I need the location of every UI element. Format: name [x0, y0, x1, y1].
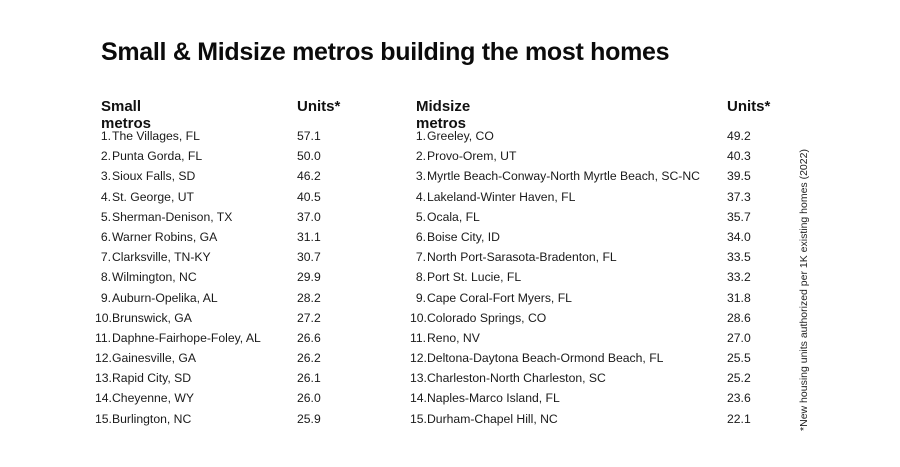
- row-metro-name: Sherman-Denison, TX: [112, 209, 233, 224]
- row-rank: 8.: [100, 270, 111, 285]
- row-units-value: 50.0: [297, 149, 321, 164]
- row-rank: 3.: [415, 169, 426, 184]
- row-rank: 7.: [100, 250, 111, 265]
- row-rank: 2.: [100, 149, 111, 164]
- row-metro-name: Gainesville, GA: [112, 351, 196, 366]
- row-units-value: 37.3: [727, 189, 751, 204]
- row-rank: 2.: [415, 149, 426, 164]
- row-metro-name: Punta Gorda, FL: [112, 149, 203, 164]
- row-units-value: 46.2: [297, 169, 321, 184]
- row-units-value: 25.5: [727, 351, 751, 366]
- row-metro-name: Naples-Marco Island, FL: [427, 391, 560, 406]
- row-rank: 9.: [415, 290, 426, 305]
- row-rank: 10.: [95, 310, 112, 325]
- row-rank: 13.: [410, 371, 427, 386]
- row-units-value: 31.1: [297, 229, 321, 244]
- row-units-value: 40.5: [297, 189, 321, 204]
- row-units-value: 22.1: [727, 411, 751, 426]
- row-units-value: 23.6: [727, 391, 751, 406]
- row-units-value: 33.2: [727, 270, 751, 285]
- row-rank: 4.: [100, 189, 111, 204]
- row-units-value: 26.1: [297, 371, 321, 386]
- row-rank: 1.: [415, 129, 426, 143]
- row-rank: 12.: [95, 351, 112, 366]
- row-rank: 4.: [415, 189, 426, 204]
- row-units-value: 27.2: [297, 310, 321, 325]
- footnote: *New housing units authorized per 1K exi…: [798, 149, 810, 431]
- row-rank: 5.: [415, 209, 426, 224]
- row-units-value: 35.7: [727, 209, 751, 224]
- row-rank: 6.: [415, 229, 426, 244]
- row-rank: 6.: [100, 229, 111, 244]
- row-metro-name: Rapid City, SD: [112, 371, 192, 386]
- row-metro-name: Cape Coral-Fort Myers, FL: [427, 290, 572, 305]
- row-metro-name: Port St. Lucie, FL: [427, 270, 522, 285]
- row-units-value: 37.0: [297, 209, 321, 224]
- row-metro-name: Ocala, FL: [427, 209, 480, 224]
- row-metro-name: Provo-Orem, UT: [427, 149, 517, 164]
- row-units-value: 39.5: [727, 169, 751, 184]
- row-units-value: 29.9: [297, 270, 321, 285]
- row-metro-name: Lakeland-Winter Haven, FL: [427, 189, 576, 204]
- row-rank: 11.: [95, 330, 112, 345]
- row-rank: 9.: [100, 290, 111, 305]
- row-units-value: 26.0: [297, 391, 321, 406]
- row-metro-name: St. George, UT: [112, 189, 194, 204]
- midsize-metros-column-header: Midsize metros: [416, 98, 471, 132]
- row-metro-name: The Villages, FL: [112, 129, 200, 143]
- row-metro-name: Deltona-Daytona Beach-Ormond Beach, FL: [427, 351, 664, 366]
- midsize-units-column-header: Units*: [727, 98, 771, 115]
- row-metro-name: Warner Robins, GA: [112, 229, 218, 244]
- row-units-value: 30.7: [297, 250, 321, 265]
- row-units-value: 28.2: [297, 290, 321, 305]
- row-rank: 8.: [415, 270, 426, 285]
- row-metro-name: Wilmington, NC: [112, 270, 197, 285]
- row-rank: 3.: [100, 169, 111, 184]
- row-metro-name: Auburn-Opelika, AL: [112, 290, 218, 305]
- row-units-value: 34.0: [727, 229, 751, 244]
- row-rank: 7.: [415, 250, 426, 265]
- row-rank: 14.: [95, 391, 112, 406]
- row-rank: 1.: [100, 129, 111, 143]
- row-metro-name: Boise City, ID: [427, 229, 500, 244]
- row-rank: 5.: [100, 209, 111, 224]
- row-units-value: 57.1: [297, 129, 321, 143]
- row-rank: 13.: [95, 371, 112, 386]
- row-rank: 10.: [410, 310, 427, 325]
- row-units-value: 25.9: [297, 411, 321, 426]
- row-rank: 12.: [410, 351, 427, 366]
- row-metro-name: Brunswick, GA: [112, 310, 192, 325]
- row-rank: 14.: [410, 391, 427, 406]
- row-units-value: 33.5: [727, 250, 751, 265]
- row-metro-name: Daphne-Fairhope-Foley, AL: [112, 330, 261, 345]
- row-metro-name: Reno, NV: [427, 330, 480, 345]
- row-metro-name: Greeley, CO: [427, 129, 494, 143]
- row-units-value: 26.6: [297, 330, 321, 345]
- row-units-value: 25.2: [727, 371, 751, 386]
- row-metro-name: Charleston-North Charleston, SC: [427, 371, 606, 386]
- row-rank: 11.: [410, 330, 427, 345]
- row-units-value: 49.2: [727, 129, 751, 143]
- row-units-value: 26.2: [297, 351, 321, 366]
- row-metro-name: Myrtle Beach-Conway-North Myrtle Beach, …: [427, 169, 700, 184]
- row-rank: 15.: [95, 411, 112, 426]
- row-metro-name: Colorado Springs, CO: [427, 310, 547, 325]
- row-metro-name: Burlington, NC: [112, 411, 192, 426]
- row-metro-name: Clarksville, TN-KY: [112, 250, 211, 265]
- row-rank: 15.: [410, 411, 427, 426]
- row-metro-name: Cheyenne, WY: [112, 391, 194, 406]
- row-units-value: 40.3: [727, 149, 751, 164]
- row-units-value: 31.8: [727, 290, 751, 305]
- chart-title: Small & Midsize metros building the most…: [101, 38, 670, 66]
- small-units-column-header: Units*: [297, 98, 341, 115]
- small-metros-column-header: Small metros: [101, 98, 152, 132]
- row-metro-name: North Port-Sarasota-Bradenton, FL: [427, 250, 617, 265]
- row-units-value: 27.0: [727, 330, 751, 345]
- row-units-value: 28.6: [727, 310, 751, 325]
- row-metro-name: Durham-Chapel Hill, NC: [427, 411, 558, 426]
- row-metro-name: Sioux Falls, SD: [112, 169, 196, 184]
